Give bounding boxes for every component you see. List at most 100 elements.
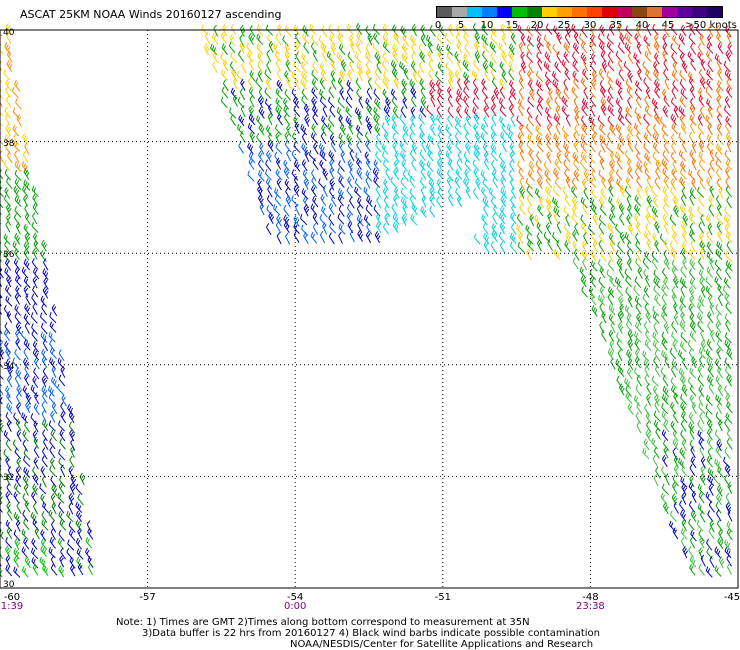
wind-barb <box>382 41 390 53</box>
wind-barb <box>456 158 463 171</box>
wind-barb <box>40 322 48 335</box>
wind-barb <box>598 240 605 253</box>
wind-barb <box>673 411 679 424</box>
wind-barb <box>535 124 543 137</box>
wind-barb <box>354 186 362 198</box>
wind-barb <box>302 32 310 45</box>
wind-barb <box>680 122 687 135</box>
wind-barb <box>707 60 714 73</box>
wind-barb <box>16 501 22 514</box>
wind-barb <box>546 140 553 153</box>
wind-barb <box>23 483 29 496</box>
wind-barb <box>606 71 614 83</box>
wind-barb <box>580 77 588 90</box>
wind-barb <box>239 88 246 101</box>
wind-barb <box>429 195 435 207</box>
wind-barb <box>15 475 22 488</box>
wind-barb <box>356 158 362 171</box>
wind-barb <box>455 168 463 180</box>
wind-barb <box>33 446 40 459</box>
wind-barb <box>301 143 308 155</box>
wind-barb <box>365 158 372 171</box>
wind-barb <box>30 312 38 324</box>
wind-barb <box>390 176 398 189</box>
wind-barb <box>598 169 606 181</box>
wind-barb <box>626 313 633 326</box>
wind-barb <box>283 97 290 110</box>
wind-barb <box>221 69 229 81</box>
wind-barb <box>691 158 697 171</box>
wind-barb <box>519 186 525 199</box>
wind-barb <box>699 76 706 89</box>
wind-barb <box>319 214 327 226</box>
wind-barb <box>582 258 588 271</box>
wind-barb <box>608 304 616 316</box>
wind-barb <box>510 114 516 127</box>
wind-barb <box>671 141 677 154</box>
wind-barb <box>709 185 715 198</box>
wind-barb <box>410 86 417 99</box>
wind-barb <box>545 23 553 35</box>
wind-barb <box>349 230 355 243</box>
wind-barb <box>707 105 713 118</box>
wind-barb <box>67 403 74 416</box>
wind-barb <box>606 33 615 45</box>
wind-barb <box>546 151 552 164</box>
wind-barb <box>457 59 463 72</box>
wind-barb <box>22 429 29 442</box>
wind-barb <box>615 223 622 235</box>
wind-barb <box>688 169 696 181</box>
wind-barb <box>472 23 479 35</box>
wind-barb <box>624 113 632 126</box>
wind-barb <box>481 123 489 135</box>
legend-label: 35 <box>609 20 623 31</box>
wind-barb <box>652 132 659 144</box>
wind-barb <box>430 113 436 126</box>
wind-barb <box>410 106 416 119</box>
wind-barb <box>672 80 679 92</box>
wind-barb <box>688 76 695 89</box>
wind-barb <box>14 348 21 361</box>
wind-barb <box>570 186 578 198</box>
wind-barb <box>87 556 94 568</box>
wind-barb <box>365 43 371 56</box>
wind-barb <box>699 68 706 81</box>
wind-barb <box>411 43 417 56</box>
wind-barb <box>51 402 58 415</box>
wind-barb <box>49 537 56 549</box>
wind-barb <box>258 159 265 172</box>
wind-barb <box>456 195 463 208</box>
latitude-tick-label: 34 <box>3 361 15 372</box>
wind-barb <box>462 59 470 72</box>
wind-barb <box>652 23 659 36</box>
wind-barb <box>609 150 616 163</box>
wind-barb <box>506 123 514 135</box>
wind-barb <box>13 258 21 270</box>
wind-barb <box>680 509 687 522</box>
wind-barb <box>356 124 364 137</box>
wind-barb <box>673 105 679 118</box>
wind-barb <box>652 454 659 467</box>
wind-barb <box>447 95 454 108</box>
wind-barb <box>664 356 670 369</box>
wind-barb <box>0 318 1 326</box>
wind-barb <box>726 348 733 360</box>
wind-barb <box>58 457 66 470</box>
wind-barb <box>426 105 434 117</box>
legend-label: 40 <box>635 20 649 31</box>
wind-barb <box>599 286 606 299</box>
wind-barb <box>367 77 373 90</box>
wind-barb <box>581 222 588 234</box>
wind-barb <box>652 312 660 324</box>
wind-barb <box>15 98 22 110</box>
wind-barb <box>627 96 632 109</box>
wind-barb <box>626 258 633 271</box>
wind-barb <box>662 50 668 63</box>
wind-barb <box>339 69 346 82</box>
wind-barb <box>14 248 20 261</box>
wind-barb <box>409 149 417 162</box>
wind-barb <box>689 295 695 308</box>
wind-barb <box>708 195 714 208</box>
wind-barb <box>0 106 4 117</box>
wind-barb <box>520 33 526 46</box>
